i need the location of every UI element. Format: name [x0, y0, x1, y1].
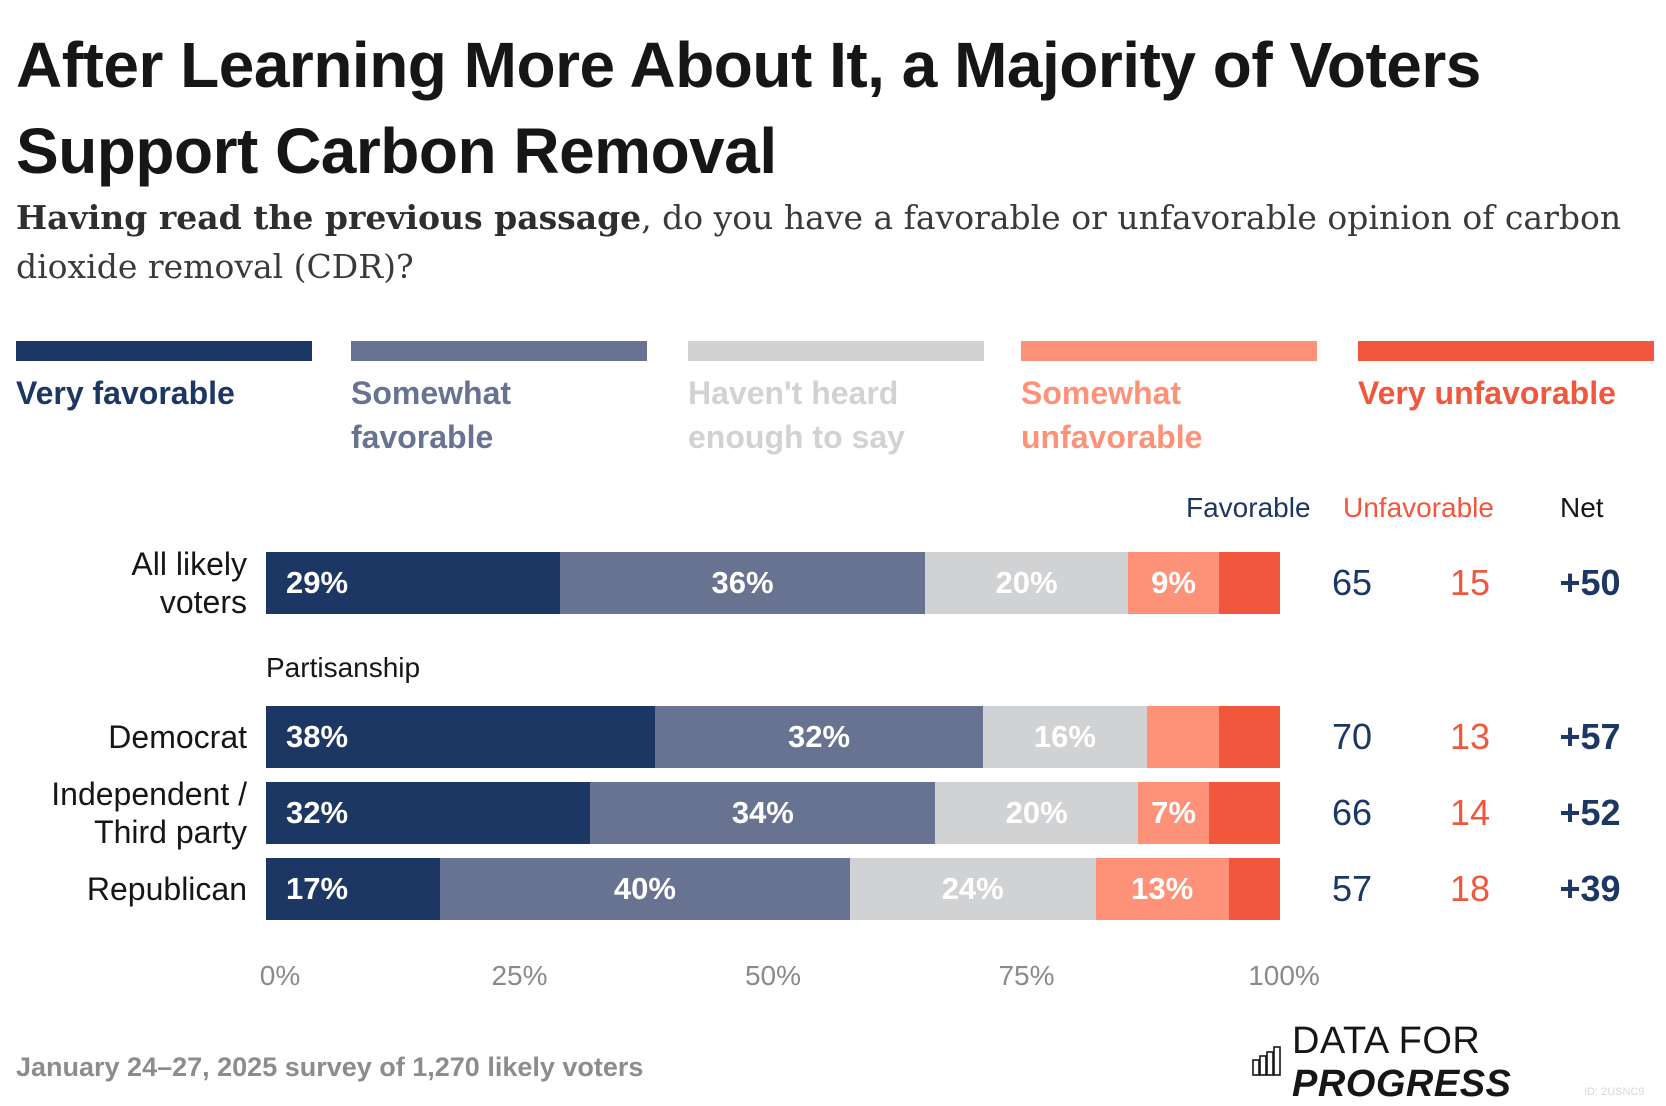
data-label: 32% — [286, 795, 349, 830]
x-tick-label: 100% — [1248, 960, 1320, 991]
bar-all-likely-voters: 29% 36% 20% 9% — [266, 552, 1281, 614]
bar-segment-very-favorable — [266, 782, 591, 844]
legend-item-very-unfavorable: Very unfavorable — [1358, 341, 1654, 415]
legend-swatch — [1021, 341, 1317, 361]
data-label: 7% — [1151, 795, 1196, 830]
data-label: 36% — [711, 565, 774, 600]
x-tick-label: 50% — [744, 960, 802, 991]
legend-label: Haven't heard enough to say — [688, 375, 905, 455]
data-label: 40% — [613, 871, 676, 906]
bar-segment-haven-t-heard-enough-to-say — [849, 858, 1097, 920]
data-label: 20% — [995, 565, 1058, 600]
bar-segment-very-favorable — [266, 706, 656, 768]
bar-democrat: 38% 32% 16% — [266, 706, 1281, 768]
net-value: +52 — [1559, 792, 1621, 833]
legend-swatch — [351, 341, 647, 361]
data-label: 17% — [286, 871, 349, 906]
subtitle-bold: Having read the previous passage — [16, 198, 642, 237]
data-label: 24% — [941, 871, 1004, 906]
row-label-republican: Republican — [86, 871, 247, 907]
favorable-column-header: Favorable — [1186, 492, 1311, 523]
bar-segment-somewhat-favorable — [440, 858, 851, 920]
favorable-value: 66 — [1331, 792, 1373, 833]
row-label-all-likely-voters: All likely voters — [131, 546, 247, 620]
unfavorable-value: 15 — [1449, 562, 1491, 603]
data-label: 34% — [731, 795, 794, 830]
group-label-partisanship: Partisanship — [266, 652, 421, 683]
legend-item-somewhat-unfavorable: Somewhat unfavorable — [1021, 341, 1317, 459]
legend-label: Somewhat unfavorable — [1021, 375, 1203, 455]
chart-id: ID: 2USNC9 — [1584, 1086, 1645, 1098]
unfavorable-value: 18 — [1449, 868, 1491, 909]
survey-footnote: January 24–27, 2025 survey of 1,270 like… — [16, 1052, 644, 1082]
bar-segment-very-unfavorable — [1228, 858, 1281, 920]
unfavorable-value: 13 — [1449, 716, 1491, 757]
bar-segment-somewhat-favorable — [655, 706, 984, 768]
legend-item-somewhat-favorable: Somewhat favorable — [351, 341, 647, 459]
legend-swatch — [1358, 341, 1654, 361]
bar-segment-somewhat-unfavorable — [1138, 782, 1210, 844]
net-column-header: Net — [1560, 492, 1604, 523]
logo-text-light: DATA FOR — [1292, 1020, 1481, 1062]
bar-segment-somewhat-favorable — [560, 552, 926, 614]
unfavorable-column-header: Unfavorable — [1343, 492, 1494, 523]
data-label: 32% — [788, 719, 851, 754]
data-label: 13% — [1131, 871, 1194, 906]
net-value: +57 — [1559, 716, 1621, 757]
bar-segment-somewhat-unfavorable — [1146, 706, 1220, 768]
row-label-democrat: Democrat — [108, 719, 247, 755]
x-tick-label: 25% — [491, 960, 548, 991]
data-label: 29% — [286, 565, 349, 600]
favorable-value: 65 — [1331, 562, 1373, 603]
row-label-independent-third-party: Independent / Third party — [51, 776, 247, 850]
data-for-progress-logo: DATA FOR PROGRESS — [1252, 1020, 1666, 1105]
favorable-value: 70 — [1331, 716, 1373, 757]
bar-independent-third-party: 32% 34% 20% 7% — [266, 782, 1281, 844]
chart-subtitle: Having read the previous passage, do you… — [16, 193, 1636, 291]
bar-segment-haven-t-heard-enough-to-say — [982, 706, 1148, 768]
data-label: 16% — [1033, 719, 1096, 754]
unfavorable-value: 14 — [1449, 792, 1491, 833]
net-value: +39 — [1559, 868, 1621, 909]
legend-item-haven-t-heard-enough-to-say: Haven't heard enough to say — [688, 341, 984, 459]
bar-segment-somewhat-unfavorable — [1127, 552, 1220, 614]
bar-segment-very-unfavorable — [1209, 782, 1281, 844]
bar-segment-very-unfavorable — [1218, 706, 1281, 768]
subtitle-text: , do you have a favorable or unfavorable… — [16, 198, 1622, 286]
legend-swatch — [688, 341, 984, 361]
legend-label: Very unfavorable — [1358, 375, 1616, 411]
bar-segment-haven-t-heard-enough-to-say — [925, 552, 1129, 614]
legend-label: Very favorable — [16, 375, 235, 411]
chart-title: After Learning More About It, a Majority… — [16, 29, 1481, 187]
legend-swatch — [16, 341, 312, 361]
data-label: 9% — [1151, 565, 1196, 600]
bar-segment-somewhat-unfavorable — [1095, 858, 1230, 920]
bar-segment-very-unfavorable — [1219, 552, 1281, 614]
bar-segment-very-favorable — [266, 552, 561, 614]
logo-text: DATA FOR PROGRESS — [1292, 1020, 1666, 1106]
bar-chart-icon — [1252, 1045, 1282, 1081]
x-tick-label: 75% — [998, 960, 1055, 991]
data-label: 20% — [1005, 795, 1068, 830]
logo-text-bold: PROGRESS — [1292, 1063, 1512, 1105]
bar-segment-very-favorable — [266, 858, 441, 920]
bar-segment-haven-t-heard-enough-to-say — [935, 782, 1139, 844]
bar-segment-somewhat-favorable — [590, 782, 936, 844]
data-label: 38% — [286, 719, 349, 754]
bar-republican: 17% 40% 24% 13% — [266, 858, 1281, 920]
legend-item-very-favorable: Very favorable — [16, 341, 312, 415]
favorable-value: 57 — [1331, 868, 1373, 909]
x-tick-label: 0% — [259, 960, 301, 991]
legend-label: Somewhat favorable — [351, 375, 512, 455]
net-value: +50 — [1559, 562, 1621, 603]
